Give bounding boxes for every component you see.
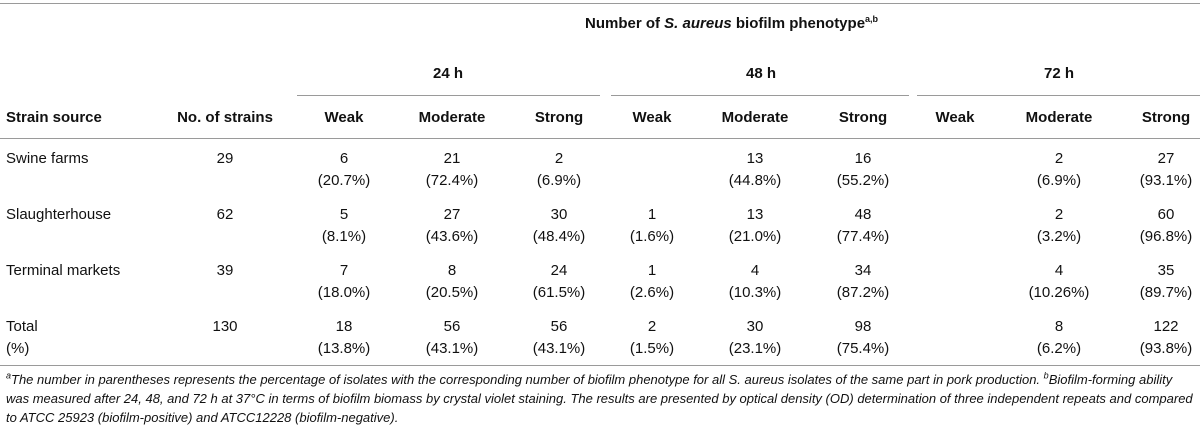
cell-percent: (87.2%) xyxy=(836,284,890,301)
header-24h-weak: Weak xyxy=(324,109,364,126)
cell-percent: (1.6%) xyxy=(629,228,675,245)
header-48h-weak: Weak xyxy=(632,109,672,126)
cell-percent: (13.8%) xyxy=(317,340,371,357)
cell-count: 2 xyxy=(1054,150,1064,167)
cell-percent: (20.5%) xyxy=(425,284,479,301)
group-rule-24h xyxy=(297,95,600,96)
cell-count: 13 xyxy=(746,206,764,223)
cell-percent: (3.2%) xyxy=(1036,228,1082,245)
row-strain-count: 62 xyxy=(216,206,234,223)
cell-count: 16 xyxy=(854,150,872,167)
cell-percent: (10.26%) xyxy=(1028,284,1090,301)
cell-percent: (23.1%) xyxy=(728,340,782,357)
cell-percent: (93.8%) xyxy=(1139,340,1193,357)
header-48h-moderate: Moderate xyxy=(721,109,789,126)
header-48h-strong: Strong xyxy=(838,109,888,126)
cell-count: 6 xyxy=(339,150,349,167)
cell-percent: (8.1%) xyxy=(321,228,367,245)
cell-count: 35 xyxy=(1157,262,1175,279)
cell-percent: (72.4%) xyxy=(425,172,479,189)
row-source: Slaughterhouse xyxy=(6,206,112,223)
cell-count: 48 xyxy=(854,206,872,223)
cell-percent: (89.7%) xyxy=(1139,284,1193,301)
header-72h-moderate: Moderate xyxy=(1025,109,1093,126)
header-strain-source: Strain source xyxy=(6,109,102,126)
cell-count: 21 xyxy=(443,150,461,167)
row-strain-count: 39 xyxy=(216,262,234,279)
time-group-48h: 48 h xyxy=(745,65,777,82)
top-rule xyxy=(0,3,1200,4)
cell-count: 56 xyxy=(550,318,568,335)
cell-count: 18 xyxy=(335,318,353,335)
cell-percent: (44.8%) xyxy=(728,172,782,189)
table-bottom-rule xyxy=(0,365,1200,366)
footnotes: aThe number in parentheses represents th… xyxy=(6,370,1193,425)
table-title: Number of S. aureus biofilm phenotypea,b xyxy=(585,14,879,33)
cell-count: 60 xyxy=(1157,206,1175,223)
header-24h-strong: Strong xyxy=(534,109,584,126)
row-strain-count: 130 xyxy=(212,318,238,335)
cell-count: 30 xyxy=(746,318,764,335)
cell-percent: (43.1%) xyxy=(532,340,586,357)
row-strain-count: 29 xyxy=(216,150,234,167)
group-rule-48h xyxy=(611,95,909,96)
cell-count: 98 xyxy=(854,318,872,335)
cell-count: 1 xyxy=(647,262,657,279)
footnote-b: Biofilm-forming ability was measured aft… xyxy=(6,372,1193,425)
cell-count: 13 xyxy=(746,150,764,167)
cell-count: 4 xyxy=(1054,262,1064,279)
header-bottom-rule xyxy=(0,138,1200,139)
cell-count: 27 xyxy=(1157,150,1175,167)
cell-percent: (55.2%) xyxy=(836,172,890,189)
cell-count: 1 xyxy=(647,206,657,223)
cell-count: 56 xyxy=(443,318,461,335)
cell-percent: (2.6%) xyxy=(629,284,675,301)
cell-percent: (61.5%) xyxy=(532,284,586,301)
cell-percent: (43.1%) xyxy=(425,340,479,357)
cell-count: 8 xyxy=(1054,318,1064,335)
cell-percent: (43.6%) xyxy=(425,228,479,245)
cell-percent: (6.9%) xyxy=(1036,172,1082,189)
cell-percent: (21.0%) xyxy=(728,228,782,245)
header-24h-moderate: Moderate xyxy=(418,109,486,126)
group-rule-72h xyxy=(917,95,1200,96)
cell-percent: (20.7%) xyxy=(317,172,371,189)
time-group-72h: 72 h xyxy=(1043,65,1075,82)
cell-percent: (48.4%) xyxy=(532,228,586,245)
cell-percent: (6.9%) xyxy=(536,172,582,189)
cell-percent: (96.8%) xyxy=(1139,228,1193,245)
cell-count: 8 xyxy=(447,262,457,279)
header-no-strains: No. of strains xyxy=(177,109,273,126)
cell-count: 24 xyxy=(550,262,568,279)
cell-percent: (93.1%) xyxy=(1139,172,1193,189)
cell-percent: (1.5%) xyxy=(629,340,675,357)
cell-count: 4 xyxy=(750,262,760,279)
cell-count: 2 xyxy=(1054,206,1064,223)
cell-percent: (18.0%) xyxy=(317,284,371,301)
cell-count: 2 xyxy=(647,318,657,335)
cell-count: 2 xyxy=(554,150,564,167)
row-source: Swine farms xyxy=(6,150,89,167)
header-72h-strong: Strong xyxy=(1141,109,1191,126)
cell-count: 7 xyxy=(339,262,349,279)
cell-percent: (75.4%) xyxy=(836,340,890,357)
row-source: Terminal markets xyxy=(6,262,121,279)
cell-count: 122 xyxy=(1153,318,1179,335)
cell-count: 5 xyxy=(339,206,349,223)
row-source: Total xyxy=(6,318,38,335)
cell-percent: (77.4%) xyxy=(836,228,890,245)
footnote-a: The number in parentheses represents the… xyxy=(11,372,1041,387)
header-72h-weak: Weak xyxy=(935,109,975,126)
row-source-sub: (%) xyxy=(6,340,30,357)
cell-count: 27 xyxy=(443,206,461,223)
cell-count: 30 xyxy=(550,206,568,223)
cell-percent: (10.3%) xyxy=(728,284,782,301)
time-group-24h: 24 h xyxy=(432,65,464,82)
cell-percent: (6.2%) xyxy=(1036,340,1082,357)
cell-count: 34 xyxy=(854,262,872,279)
